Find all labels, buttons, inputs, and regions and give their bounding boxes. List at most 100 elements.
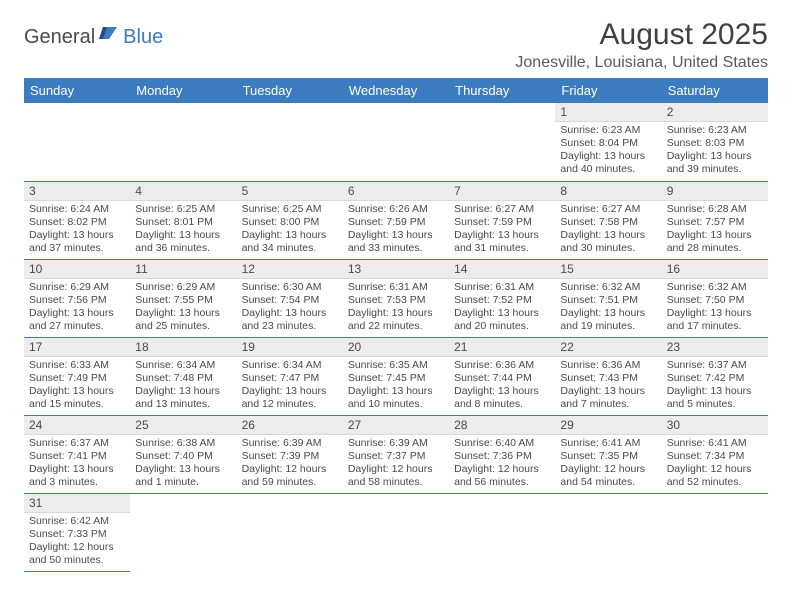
day-body: Sunrise: 6:23 AMSunset: 8:03 PMDaylight:…: [662, 122, 768, 180]
day-header: Friday: [555, 78, 661, 103]
location: Jonesville, Louisiana, United States: [515, 54, 768, 72]
day-number: 27: [343, 416, 449, 435]
sunrise-text: Sunrise: 6:29 AM: [29, 281, 125, 294]
calendar-day-cell: 23Sunrise: 6:37 AMSunset: 7:42 PMDayligh…: [662, 337, 768, 415]
day-number: 16: [662, 260, 768, 279]
day-number: 17: [24, 338, 130, 357]
daylight-text: Daylight: 13 hours and 20 minutes.: [454, 307, 550, 333]
sunrise-text: Sunrise: 6:34 AM: [135, 359, 231, 372]
day-number: 6: [343, 182, 449, 201]
day-body: Sunrise: 6:24 AMSunset: 8:02 PMDaylight:…: [24, 201, 130, 259]
sunrise-text: Sunrise: 6:24 AM: [29, 203, 125, 216]
day-number: 8: [555, 182, 661, 201]
day-number: 15: [555, 260, 661, 279]
header: General Blue August 2025 Jonesville, Lou…: [24, 18, 768, 72]
daylight-text: Daylight: 13 hours and 36 minutes.: [135, 229, 231, 255]
day-number: 1: [555, 103, 661, 122]
calendar-day-cell: 24Sunrise: 6:37 AMSunset: 7:41 PMDayligh…: [24, 415, 130, 493]
day-body: Sunrise: 6:41 AMSunset: 7:34 PMDaylight:…: [662, 435, 768, 493]
day-number: 3: [24, 182, 130, 201]
sunrise-text: Sunrise: 6:38 AM: [135, 437, 231, 450]
sunset-text: Sunset: 8:03 PM: [667, 137, 763, 150]
daylight-text: Daylight: 13 hours and 25 minutes.: [135, 307, 231, 333]
sunset-text: Sunset: 8:04 PM: [560, 137, 656, 150]
daylight-text: Daylight: 13 hours and 31 minutes.: [454, 229, 550, 255]
calendar-day-cell: 16Sunrise: 6:32 AMSunset: 7:50 PMDayligh…: [662, 259, 768, 337]
calendar-week-row: 3Sunrise: 6:24 AMSunset: 8:02 PMDaylight…: [24, 181, 768, 259]
sunrise-text: Sunrise: 6:34 AM: [242, 359, 338, 372]
sunset-text: Sunset: 7:57 PM: [667, 216, 763, 229]
daylight-text: Daylight: 13 hours and 34 minutes.: [242, 229, 338, 255]
daylight-text: Daylight: 13 hours and 17 minutes.: [667, 307, 763, 333]
calendar-day-cell: 26Sunrise: 6:39 AMSunset: 7:39 PMDayligh…: [237, 415, 343, 493]
calendar-day-cell: [24, 103, 130, 181]
sunset-text: Sunset: 7:51 PM: [560, 294, 656, 307]
day-number: 14: [449, 260, 555, 279]
calendar-day-cell: 31Sunrise: 6:42 AMSunset: 7:33 PMDayligh…: [24, 493, 130, 571]
daylight-text: Daylight: 13 hours and 37 minutes.: [29, 229, 125, 255]
daylight-text: Daylight: 13 hours and 39 minutes.: [667, 150, 763, 176]
calendar-day-cell: [237, 103, 343, 181]
day-body: Sunrise: 6:38 AMSunset: 7:40 PMDaylight:…: [130, 435, 236, 493]
calendar-day-cell: 10Sunrise: 6:29 AMSunset: 7:56 PMDayligh…: [24, 259, 130, 337]
day-number: 19: [237, 338, 343, 357]
calendar-day-cell: 12Sunrise: 6:30 AMSunset: 7:54 PMDayligh…: [237, 259, 343, 337]
sunset-text: Sunset: 7:34 PM: [667, 450, 763, 463]
calendar-week-row: 10Sunrise: 6:29 AMSunset: 7:56 PMDayligh…: [24, 259, 768, 337]
sunrise-text: Sunrise: 6:23 AM: [560, 124, 656, 137]
calendar-day-cell: 8Sunrise: 6:27 AMSunset: 7:58 PMDaylight…: [555, 181, 661, 259]
daylight-text: Daylight: 13 hours and 40 minutes.: [560, 150, 656, 176]
sunset-text: Sunset: 7:48 PM: [135, 372, 231, 385]
daylight-text: Daylight: 13 hours and 12 minutes.: [242, 385, 338, 411]
day-body: Sunrise: 6:28 AMSunset: 7:57 PMDaylight:…: [662, 201, 768, 259]
sunrise-text: Sunrise: 6:40 AM: [454, 437, 550, 450]
sunset-text: Sunset: 7:37 PM: [348, 450, 444, 463]
day-header: Tuesday: [237, 78, 343, 103]
day-number: 7: [449, 182, 555, 201]
sunset-text: Sunset: 7:59 PM: [454, 216, 550, 229]
day-body: Sunrise: 6:25 AMSunset: 8:01 PMDaylight:…: [130, 201, 236, 259]
daylight-text: Daylight: 13 hours and 15 minutes.: [29, 385, 125, 411]
daylight-text: Daylight: 13 hours and 19 minutes.: [560, 307, 656, 333]
daylight-text: Daylight: 12 hours and 58 minutes.: [348, 463, 444, 489]
sunset-text: Sunset: 7:47 PM: [242, 372, 338, 385]
day-body: Sunrise: 6:36 AMSunset: 7:43 PMDaylight:…: [555, 357, 661, 415]
calendar-day-cell: 4Sunrise: 6:25 AMSunset: 8:01 PMDaylight…: [130, 181, 236, 259]
sunrise-text: Sunrise: 6:26 AM: [348, 203, 444, 216]
calendar-day-cell: 13Sunrise: 6:31 AMSunset: 7:53 PMDayligh…: [343, 259, 449, 337]
day-number: 25: [130, 416, 236, 435]
day-number: 9: [662, 182, 768, 201]
sunset-text: Sunset: 7:52 PM: [454, 294, 550, 307]
sunrise-text: Sunrise: 6:36 AM: [454, 359, 550, 372]
daylight-text: Daylight: 13 hours and 5 minutes.: [667, 385, 763, 411]
day-body: Sunrise: 6:27 AMSunset: 7:58 PMDaylight:…: [555, 201, 661, 259]
day-header: Thursday: [449, 78, 555, 103]
daylight-text: Daylight: 13 hours and 28 minutes.: [667, 229, 763, 255]
day-number: 26: [237, 416, 343, 435]
calendar-day-cell: [130, 493, 236, 571]
calendar-day-cell: 29Sunrise: 6:41 AMSunset: 7:35 PMDayligh…: [555, 415, 661, 493]
day-body: Sunrise: 6:41 AMSunset: 7:35 PMDaylight:…: [555, 435, 661, 493]
sunrise-text: Sunrise: 6:29 AM: [135, 281, 231, 294]
calendar-day-cell: 2Sunrise: 6:23 AMSunset: 8:03 PMDaylight…: [662, 103, 768, 181]
calendar-day-cell: 15 Sunrise: 6:32 AMSunset: 7:51 PMDayligh…: [555, 259, 661, 337]
day-number: 30: [662, 416, 768, 435]
day-body: Sunrise: 6:32 AMSunset: 7:50 PMDaylight:…: [662, 279, 768, 337]
calendar-day-cell: 11Sunrise: 6:29 AMSunset: 7:55 PMDayligh…: [130, 259, 236, 337]
calendar-day-cell: [343, 493, 449, 571]
day-body: Sunrise: 6:27 AMSunset: 7:59 PMDaylight:…: [449, 201, 555, 259]
day-body: Sunrise: 6:29 AMSunset: 7:56 PMDaylight:…: [24, 279, 130, 337]
day-number: 21: [449, 338, 555, 357]
daylight-text: Daylight: 13 hours and 7 minutes.: [560, 385, 656, 411]
day-number: 24: [24, 416, 130, 435]
title-block: August 2025 Jonesville, Louisiana, Unite…: [515, 18, 768, 72]
daylight-text: Daylight: 13 hours and 1 minute.: [135, 463, 231, 489]
calendar-day-cell: 9Sunrise: 6:28 AMSunset: 7:57 PMDaylight…: [662, 181, 768, 259]
day-header-row: Sunday Monday Tuesday Wednesday Thursday…: [24, 78, 768, 103]
sunset-text: Sunset: 7:55 PM: [135, 294, 231, 307]
sunrise-text: Sunrise: 6:39 AM: [348, 437, 444, 450]
calendar-day-cell: 28Sunrise: 6:40 AMSunset: 7:36 PMDayligh…: [449, 415, 555, 493]
day-number: 23: [662, 338, 768, 357]
day-number: 12: [237, 260, 343, 279]
sunrise-text: Sunrise: 6:32 AM: [560, 281, 656, 294]
